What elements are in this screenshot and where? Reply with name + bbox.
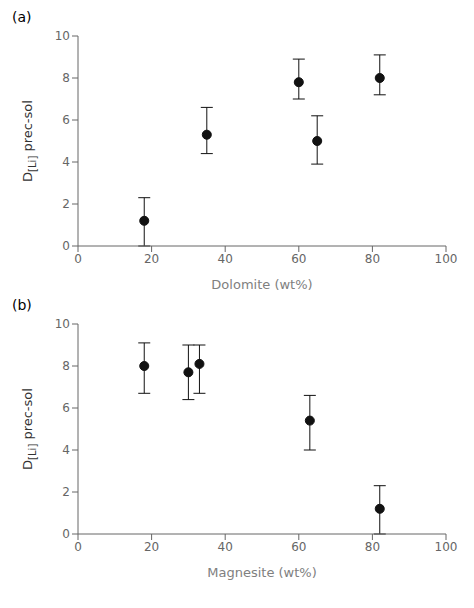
svg-text:6: 6 [62,113,70,127]
svg-text:40: 40 [218,540,233,554]
svg-text:Magnesite (wt%): Magnesite (wt%) [207,565,317,580]
svg-text:40: 40 [218,252,233,266]
svg-text:2: 2 [62,485,70,499]
svg-text:0: 0 [62,239,70,253]
svg-text:60: 60 [291,540,306,554]
svg-text:60: 60 [291,252,306,266]
svg-text:6: 6 [62,401,70,415]
svg-text:10: 10 [55,317,70,331]
svg-text:2: 2 [62,197,70,211]
svg-text:4: 4 [62,155,70,169]
svg-text:100: 100 [435,540,458,554]
svg-text:0: 0 [74,540,82,554]
svg-text:10: 10 [55,29,70,43]
svg-text:Dolomite (wt%): Dolomite (wt%) [211,277,312,292]
svg-text:D[Li] prec-sol: D[Li] prec-sol [20,100,38,182]
svg-text:100: 100 [435,252,458,266]
html-text:(b): (b) [12,297,32,313]
svg-text:4: 4 [62,443,70,457]
svg-text:80: 80 [365,540,380,554]
svg-text:0: 0 [74,252,82,266]
svg-text:20: 20 [144,252,159,266]
svg-text:80: 80 [365,252,380,266]
svg-text:20: 20 [144,540,159,554]
html-text:(a): (a) [12,9,32,25]
svg-text:8: 8 [62,359,70,373]
svg-text:8: 8 [62,71,70,85]
svg-text:D[Li] prec-sol: D[Li] prec-sol [20,388,38,470]
svg-text:0: 0 [62,527,70,541]
